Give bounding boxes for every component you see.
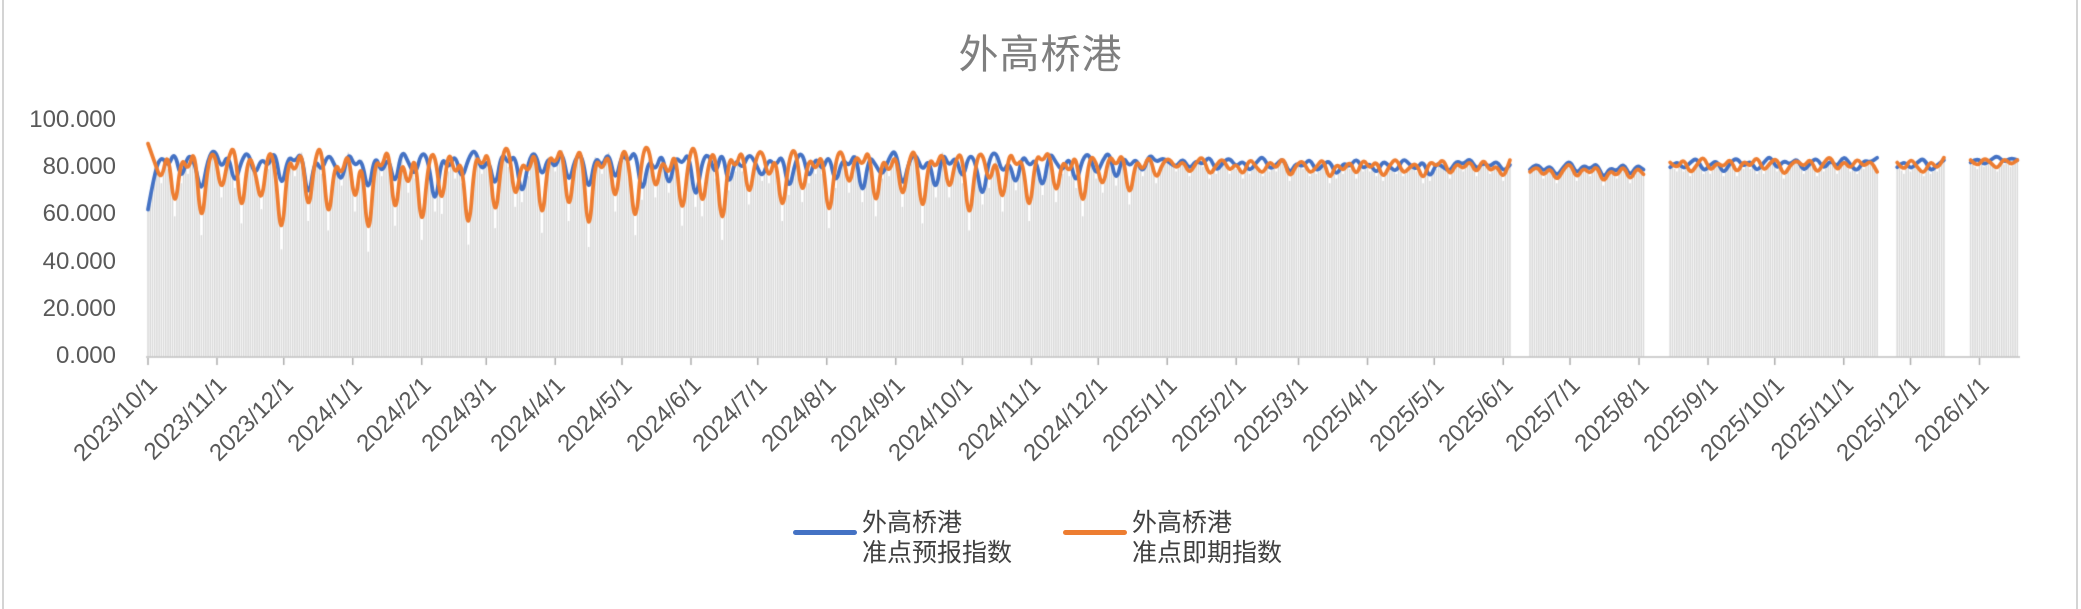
- legend-label-line1: 外高桥港: [862, 509, 963, 537]
- y-axis-label: 80.000: [42, 153, 116, 181]
- y-axis-label: 60.000: [42, 200, 116, 228]
- legend-label-line1: 外高桥港: [1132, 509, 1233, 537]
- legend-line-swatch-blue: [793, 530, 857, 535]
- legend-label-line2: 准点预报指数: [862, 539, 1013, 567]
- y-axis-label: 20.000: [42, 294, 116, 322]
- y-axis-label: 0.000: [55, 342, 116, 369]
- chart-title[interactable]: 外高桥港: [958, 33, 1123, 77]
- legend-label-line2: 准点即期指数: [1132, 539, 1283, 567]
- left-edge-gridline: [2, 0, 4, 609]
- y-axis-label: 40.000: [42, 247, 116, 275]
- right-edge-gridline: [2076, 0, 2078, 609]
- legend-line-swatch-orange: [1063, 530, 1127, 535]
- y-axis-label: 100.000: [29, 106, 116, 133]
